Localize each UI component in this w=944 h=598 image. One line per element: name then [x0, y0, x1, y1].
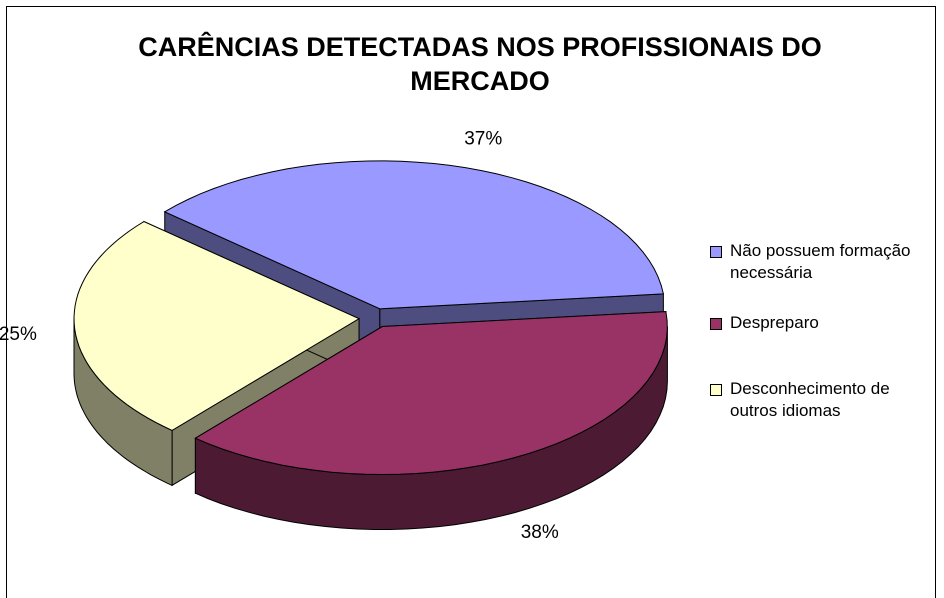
legend-item: Não possuem formação necessária — [710, 240, 940, 284]
chart-title: CARÊNCIAS DETECTADAS NOS PROFISSIONAIS D… — [138, 32, 822, 96]
slice — [194, 311, 668, 476]
legend-swatch — [710, 384, 722, 396]
legend-swatch — [710, 246, 722, 258]
legend-label: Não possuem formação necessária — [730, 241, 911, 282]
data-label: 38% — [521, 522, 559, 543]
slice — [163, 160, 665, 310]
slice — [73, 221, 361, 431]
legend-item: Desconhecimento de outros idiomas — [710, 378, 940, 422]
data-label: 25% — [0, 324, 37, 345]
legend-label: Desconhecimento de outros idiomas — [730, 379, 890, 420]
data-label: 37% — [464, 129, 502, 150]
legend-label: Despreparo — [730, 313, 819, 332]
legend-swatch — [710, 318, 722, 330]
chart-frame — [6, 6, 936, 598]
legend-item: Despreparo — [710, 312, 940, 334]
